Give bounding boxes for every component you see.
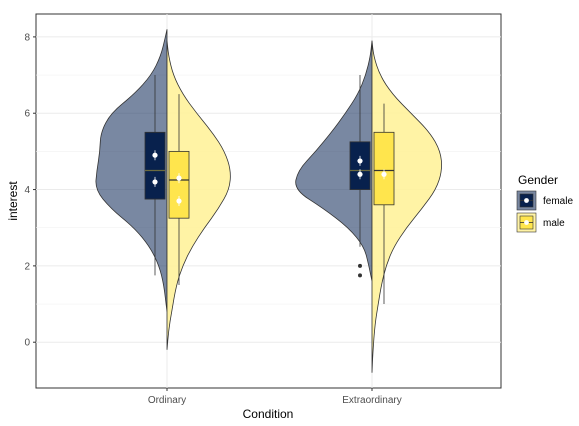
y-axis: 0 2 4 6 8 (24, 32, 36, 349)
y-tick-label: 2 (24, 261, 30, 272)
mean-point-female-extraordinary (357, 158, 363, 164)
y-tick-label: 0 (24, 338, 30, 349)
y-tick-label: 8 (24, 32, 30, 43)
outlier-point-female-extraordinary (358, 263, 362, 268)
y-tick-label: 6 (24, 109, 30, 120)
legend: Gender female male (516, 173, 573, 233)
legend-key-point-male (524, 220, 529, 225)
x-axis: Ordinary Extraordinary (148, 388, 402, 406)
mean-point-female-extraordinary (357, 171, 363, 177)
mean-point-male-ordinary (176, 198, 182, 204)
mean-point-male-extraordinary (381, 171, 387, 177)
legend-key-point-female (524, 198, 529, 203)
violin-male-ordinary (166, 40, 231, 350)
legend-label-female: female (543, 196, 573, 207)
chart-marks (95, 29, 442, 373)
legend-title: Gender (518, 173, 558, 187)
box-male-extraordinary (373, 131, 395, 206)
mean-point-female-ordinary (152, 152, 158, 158)
mean-point-male-ordinary (176, 175, 182, 181)
box-female-ordinary (144, 131, 166, 200)
violin-male-extraordinary (371, 40, 442, 373)
violin-female-ordinary (95, 29, 168, 312)
y-axis-title: interest (6, 181, 20, 221)
box-male-ordinary (168, 150, 190, 219)
violin-female-extraordinary (295, 40, 373, 282)
mean-point-female-ordinary (152, 179, 158, 185)
x-tick-label: Extraordinary (342, 395, 401, 406)
legend-label-male: male (543, 218, 565, 229)
outlier-point-female-extraordinary (358, 273, 362, 278)
x-axis-title: Condition (243, 407, 294, 421)
y-tick-label: 4 (24, 185, 30, 196)
x-tick-label: Ordinary (148, 395, 186, 406)
